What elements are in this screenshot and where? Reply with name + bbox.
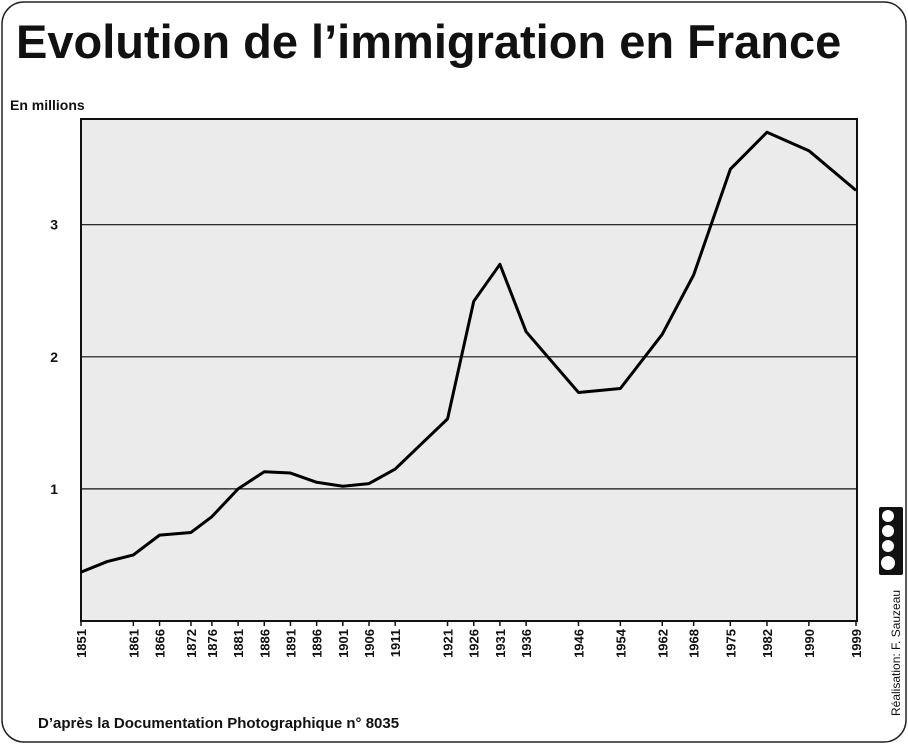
x-tick-label: 1926	[467, 629, 482, 658]
x-tick-label: 1931	[493, 629, 508, 658]
cc-badge	[879, 507, 903, 575]
x-tick-label: 1861	[126, 629, 141, 658]
source: D’après la Documentation Photographique …	[38, 715, 399, 732]
x-tick-label: 1990	[802, 629, 817, 658]
credit: Réalisation: F. Sauzeau	[889, 590, 903, 716]
x-tick-label: 1896	[310, 629, 325, 658]
x-tick-label: 1982	[760, 629, 775, 658]
x-tick-label: 1872	[184, 629, 199, 658]
x-tick-label: 1876	[205, 629, 220, 658]
x-tick-label: 1921	[441, 629, 456, 658]
x-tick-label: 1968	[687, 629, 702, 658]
y-axis-label: En millions	[10, 97, 85, 113]
x-tick-label: 1851	[74, 629, 89, 658]
x-tick-label: 1946	[571, 629, 586, 658]
x-tick-label: 1891	[283, 629, 298, 658]
x-tick-label: 1911	[388, 629, 403, 657]
x-tick-label: 1881	[231, 629, 246, 658]
y-tick-label: 1	[50, 481, 58, 497]
x-tick-label: 1975	[723, 629, 738, 658]
y-tick-label: 2	[50, 349, 58, 365]
chart-title: Evolution de l’immigration en France	[16, 15, 841, 68]
x-tick-label: 1886	[257, 629, 272, 658]
line-series	[80, 130, 857, 574]
x-tick-label: 1906	[362, 629, 377, 658]
x-tick-label: 1954	[613, 628, 628, 658]
x-tick-label: 1866	[153, 629, 168, 658]
x-tick-label: 1962	[655, 629, 670, 658]
x-tick-label: 1999	[849, 629, 864, 658]
plot-area	[80, 118, 858, 622]
x-tick-label: 1936	[519, 629, 534, 658]
x-tick-label: 1901	[336, 629, 351, 658]
y-tick-label: 3	[50, 217, 58, 233]
